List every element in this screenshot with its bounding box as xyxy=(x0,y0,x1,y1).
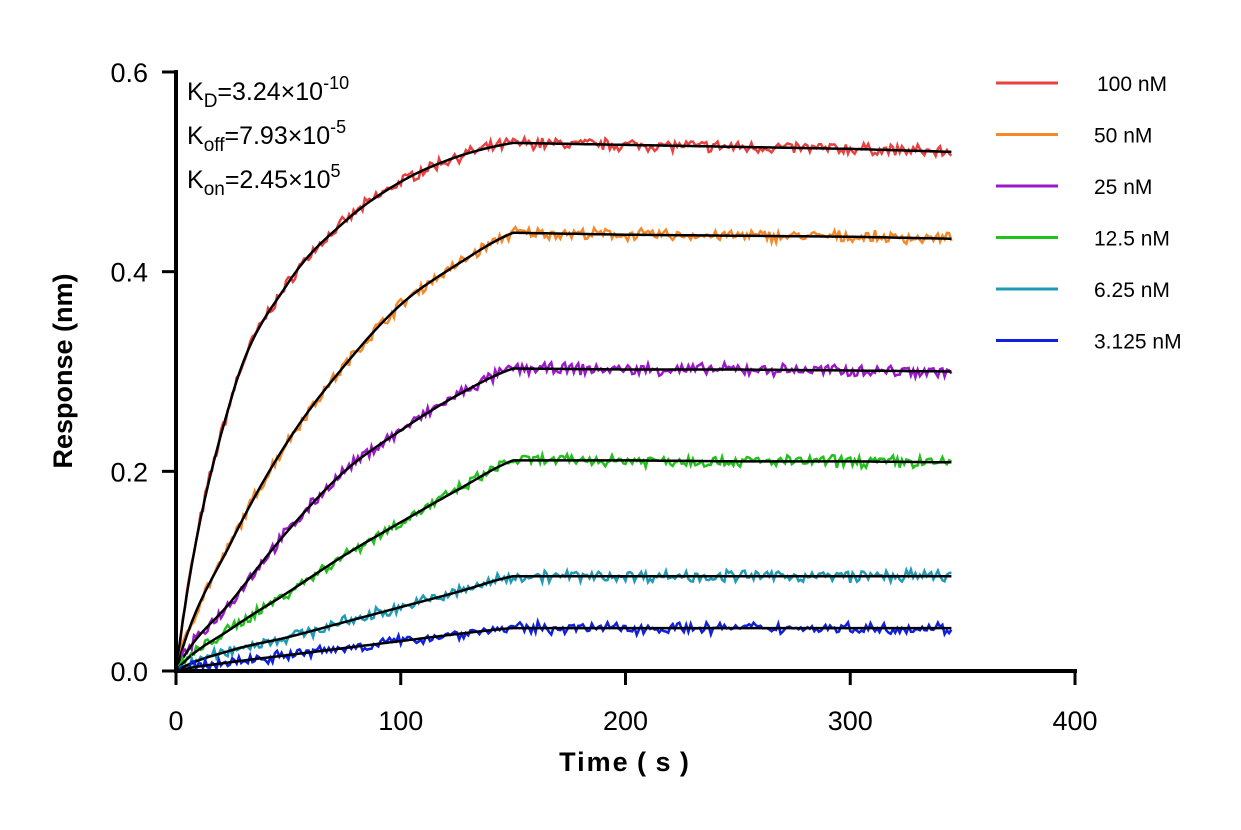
plot-area xyxy=(174,134,953,674)
legend-label: 3.125 nM xyxy=(1094,331,1182,354)
series-line-fit xyxy=(174,141,952,672)
x-tick-label: 100 xyxy=(378,706,423,736)
legend-label: 100 nM xyxy=(1097,73,1167,96)
kinetic-constant-D: KD=3.24×10-10 xyxy=(187,73,349,112)
ticks: 0 100 200 300 400 0.0 0.2 0.4 0.6 xyxy=(110,58,1097,736)
y-tick-label: 0.4 xyxy=(110,258,148,288)
k-subscript: D xyxy=(204,91,218,112)
k-symbol: K xyxy=(187,122,204,150)
k-value: =7.93×10 xyxy=(224,122,330,150)
k-subscript: on xyxy=(204,179,225,200)
series-line-measured xyxy=(174,224,953,672)
series-line-fit xyxy=(175,459,952,672)
x-tick-label: 300 xyxy=(828,706,873,736)
k-exponent: -10 xyxy=(323,73,349,93)
legend-label: 25 nM xyxy=(1094,176,1152,199)
y-axis-label: Response (nm) xyxy=(48,273,78,468)
kinetic-constant-on: Kon=2.45×105 xyxy=(187,161,341,200)
x-tick-label: 0 xyxy=(168,706,183,736)
legend-label: 12.5 nM xyxy=(1094,228,1170,251)
x-tick-label: 400 xyxy=(1052,706,1097,736)
y-tick-label: 0.6 xyxy=(110,58,148,88)
k-value: =3.24×10 xyxy=(217,78,323,106)
series-line-measured xyxy=(175,359,953,673)
series-line-fit xyxy=(175,574,952,673)
k-subscript: off xyxy=(204,135,226,156)
k-symbol: K xyxy=(187,78,204,106)
k-exponent: 5 xyxy=(331,161,341,181)
x-tick-label: 200 xyxy=(603,706,648,736)
series-line-fit xyxy=(174,367,952,672)
y-tick-label: 0.0 xyxy=(110,657,148,687)
k-value: =2.45×10 xyxy=(225,166,331,194)
k-exponent: -5 xyxy=(330,117,346,137)
legend: 100 nM 50 nM 25 nM 12.5 nM 6.25 nM 3.125 nM xyxy=(996,73,1182,354)
x-axis-label: Time ( s ) xyxy=(559,747,691,777)
k-symbol: K xyxy=(187,166,204,194)
series-line-fit xyxy=(175,626,952,673)
y-tick-label: 0.2 xyxy=(110,457,148,487)
legend-label: 50 nM xyxy=(1094,125,1152,148)
kinetic-constant-off: Koff=7.93×10-5 xyxy=(187,117,346,156)
series-line-measured xyxy=(174,449,953,672)
legend-label: 6.25 nM xyxy=(1094,279,1170,302)
series-line-fit xyxy=(174,231,952,672)
